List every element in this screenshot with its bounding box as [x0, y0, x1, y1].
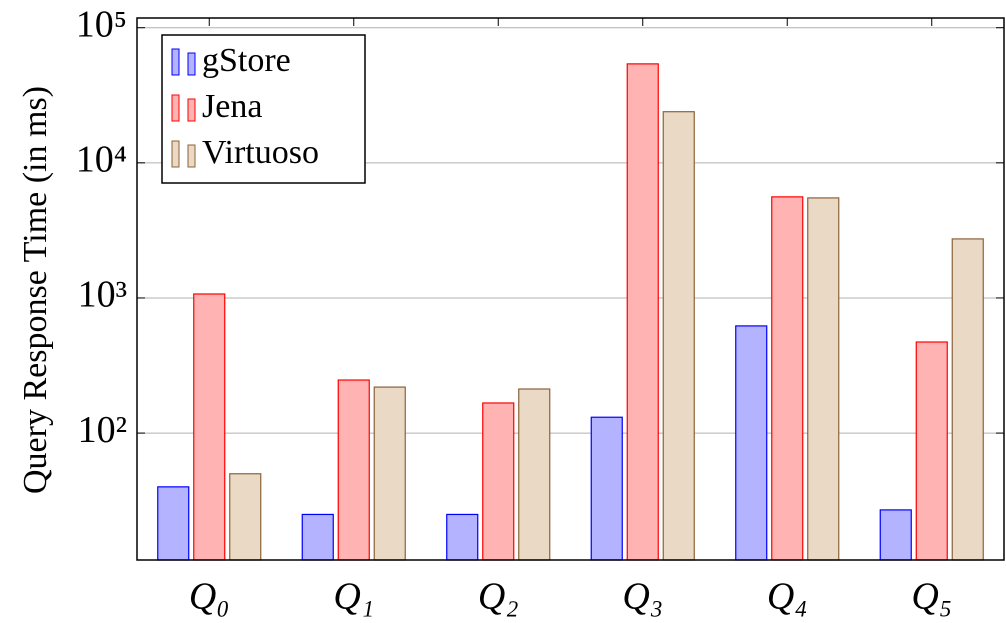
y-tick-label: 10⁵ — [76, 3, 127, 45]
bar — [229, 473, 262, 561]
legend-swatch — [187, 144, 196, 168]
x-tick-label: Q₂ — [478, 576, 519, 618]
y-tick-label: 10² — [78, 409, 127, 451]
bar — [915, 341, 948, 561]
bar — [662, 111, 695, 561]
legend-swatch — [171, 94, 180, 122]
legend-swatch — [187, 52, 196, 76]
x-tick-label: Q₄ — [767, 576, 808, 618]
x-tick-label: Q₀ — [189, 576, 230, 618]
legend-frame — [161, 34, 366, 184]
legend-label: gStore — [202, 42, 291, 79]
bar — [879, 509, 912, 561]
bar — [337, 379, 370, 561]
bar — [373, 386, 406, 561]
bar — [157, 486, 190, 561]
legend-swatch — [187, 98, 196, 122]
x-tick-label: Q₅ — [911, 576, 952, 618]
bar — [807, 197, 840, 561]
bar — [446, 513, 479, 561]
y-tick-label: 10³ — [78, 274, 127, 316]
bar — [590, 416, 623, 561]
plot-frame — [136, 17, 1005, 561]
y-axis-label: Query Response Time (in ms) — [17, 86, 54, 494]
x-tick-label: Q₁ — [333, 576, 374, 618]
legend-label: Jena — [202, 88, 262, 125]
bar — [193, 293, 226, 561]
bar — [735, 325, 768, 561]
bar — [482, 402, 515, 561]
bar — [951, 238, 984, 561]
x-tick-label: Q₃ — [622, 576, 663, 618]
bar — [518, 388, 551, 561]
legend: gStore Jena Virtuoso — [161, 34, 366, 184]
bar — [626, 63, 659, 561]
bar — [771, 196, 804, 561]
legend-swatch — [171, 48, 180, 76]
legend-swatch — [171, 140, 180, 168]
bar — [301, 513, 334, 561]
legend-label: Virtuoso — [202, 134, 319, 171]
y-tick-label: 10⁴ — [76, 139, 127, 181]
